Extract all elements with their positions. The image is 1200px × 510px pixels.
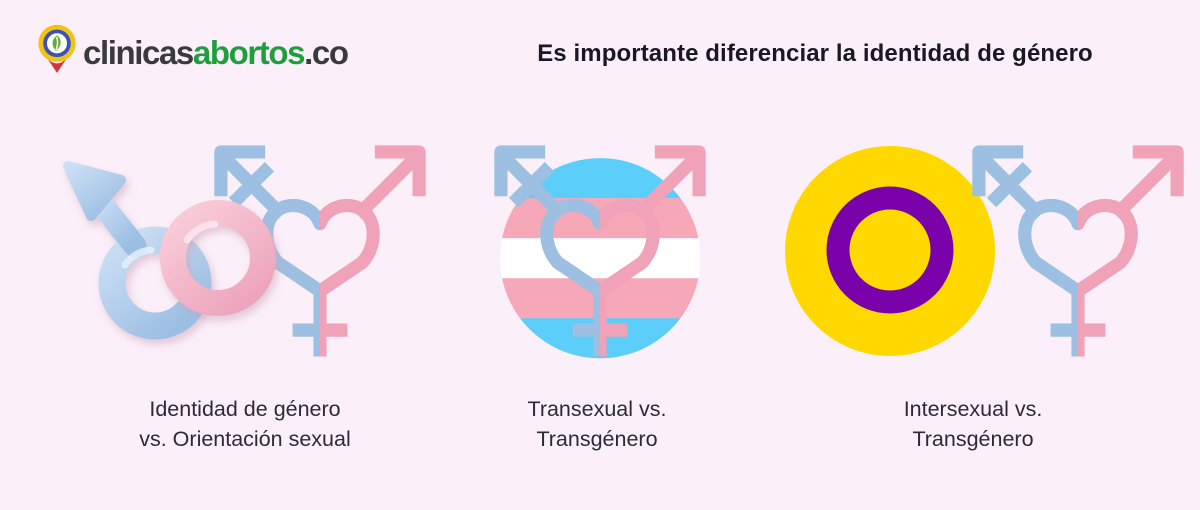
location-pin-leaf-icon: [38, 24, 76, 73]
intersex-flag-circle-illustration: [785, 146, 995, 356]
brand-logo: clinicasabortos.co: [36, 24, 349, 76]
caption-intersexual-line2: Transgénero: [912, 427, 1034, 451]
male-female-3d-symbols: [63, 161, 285, 373]
caption-identidad: Identidad de género vs. Orientación sexu…: [65, 394, 425, 454]
transgender-flag-circle-illustration: [500, 114, 701, 359]
brand-part-clinicas: clinicas: [83, 33, 194, 71]
caption-transexual-line1: Transexual vs.: [527, 397, 667, 421]
brand-part-abortos: abortos: [192, 33, 306, 71]
caption-intersexual-line1: Intersexual vs.: [903, 397, 1043, 421]
male-symbol-3d: [63, 161, 212, 340]
brand-part-co: .co: [304, 33, 349, 71]
caption-transexual: Transexual vs. Transgénero: [417, 394, 777, 454]
caption-identidad-line2: vs. Orientación sexual: [139, 427, 351, 451]
brand-name: clinicasabortos.co: [83, 32, 349, 71]
female-symbol-3d: [160, 200, 285, 373]
caption-transexual-line2: Transgénero: [536, 427, 658, 451]
transgender-heart-symbol-3: [962, 114, 1194, 367]
caption-intersexual: Intersexual vs. Transgénero: [793, 394, 1153, 454]
page-title: Es importante diferenciar la identidad d…: [537, 40, 1093, 67]
caption-identidad-line1: Identidad de género: [149, 397, 341, 421]
